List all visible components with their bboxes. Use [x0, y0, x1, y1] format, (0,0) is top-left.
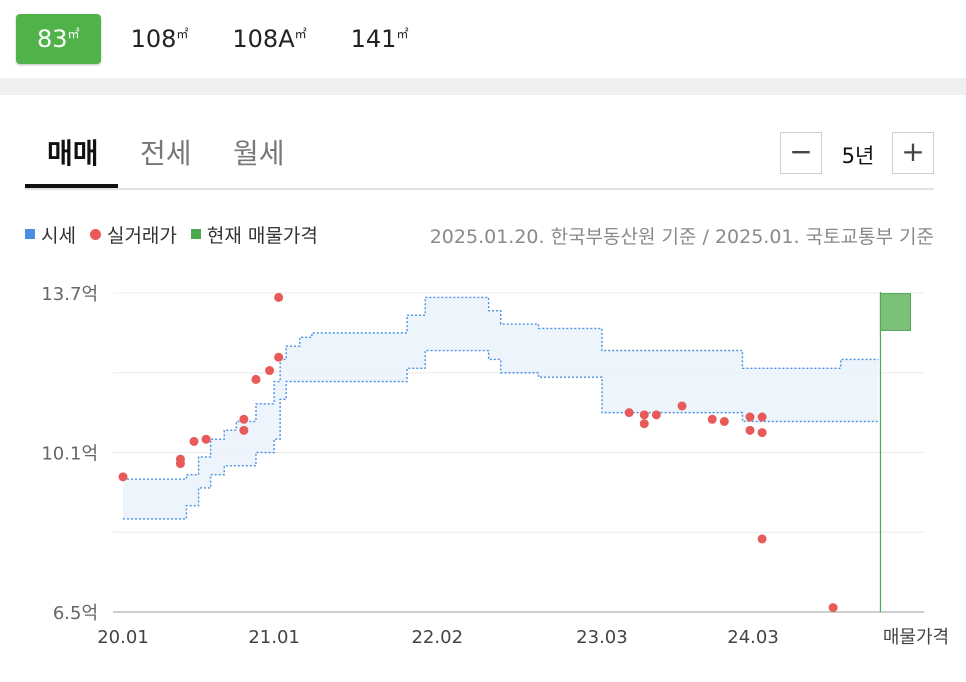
actual-point: [239, 425, 249, 435]
size-tab-unit: ㎡: [396, 27, 409, 41]
y-tick-label: 6.5억: [53, 603, 98, 624]
size-tab-label: 108: [130, 25, 177, 53]
actual-point: [118, 472, 128, 482]
size-tab-label: 83: [37, 25, 68, 53]
x-tick-label: 23.03: [576, 627, 628, 648]
sise-band: [123, 296, 879, 520]
period-selector: − 5년 +: [780, 132, 934, 174]
actual-point: [639, 410, 649, 420]
x-tick-label: 21.01: [248, 627, 300, 648]
actual-point: [757, 412, 767, 422]
actual-point: [274, 352, 284, 362]
sise-band-fill: [123, 297, 879, 519]
period-minus-button[interactable]: −: [780, 132, 822, 174]
actual-point: [677, 401, 687, 411]
size-tab-83[interactable]: 83㎡: [16, 14, 101, 64]
size-tab-108[interactable]: 108㎡: [131, 25, 189, 53]
actual-point: [274, 292, 284, 302]
tab-sale[interactable]: 매매: [47, 137, 99, 170]
current-listing: [879, 292, 911, 612]
period-label: 5년: [841, 144, 875, 168]
tab-jeonse[interactable]: 전세: [140, 137, 192, 170]
x-tick-label: 20.01: [97, 627, 149, 648]
size-tabs: 83㎡ 108㎡ 108A㎡ 141㎡: [0, 0, 966, 78]
size-tab-unit: ㎡: [176, 27, 189, 41]
x-axis-ticks: 20.01 21.01 22.02 23.03 24.03 매물가격: [97, 627, 949, 648]
legend-actual: 실거래가: [89, 221, 177, 248]
chart-legend: 시세 실거래가 현재 매물가격: [25, 221, 332, 248]
price-chart: 13.7억 10.1억 6.5억 20.01 21.01 22.02 23.03 24.03…: [41, 284, 949, 648]
size-tab-108a[interactable]: 108A㎡: [232, 25, 306, 53]
legend-current-label: 현재 매물가격: [206, 224, 318, 247]
actual-point: [651, 410, 661, 420]
sise-upper-line: [123, 296, 879, 480]
sise-swatch-icon: [25, 229, 35, 239]
deal-type-tabs: 매매 전세 월세: [25, 124, 934, 190]
actual-point: [251, 374, 261, 384]
x-tick-label: 24.03: [727, 627, 779, 648]
actual-dot-icon: [89, 228, 101, 240]
x-tick-label: 매물가격: [883, 627, 949, 648]
legend-current: 현재 매물가격: [190, 221, 318, 248]
actual-point: [201, 434, 211, 444]
size-tab-141[interactable]: 141㎡: [351, 25, 409, 53]
actual-point: [719, 416, 729, 426]
actual-point: [745, 425, 755, 435]
actual-point: [239, 414, 249, 424]
actual-point: [624, 408, 634, 418]
y-tick-label: 10.1억: [41, 444, 98, 465]
actual-point: [757, 534, 767, 544]
actual-point: [265, 366, 275, 376]
legend-actual-label: 실거래가: [106, 224, 177, 247]
size-tab-label: 141: [350, 25, 397, 53]
period-plus-button[interactable]: +: [892, 132, 934, 174]
actual-point: [757, 428, 767, 438]
actual-points: [118, 292, 838, 613]
tab-monthly-rent[interactable]: 월세: [233, 137, 285, 170]
legend-sise: 시세: [25, 221, 76, 248]
source-note: 2025.01.20. 한국부동산원 기준 / 2025.01. 국토교통부 기…: [429, 226, 934, 248]
actual-point: [189, 436, 199, 446]
current-listing-bar: [879, 293, 911, 331]
y-tick-label: 13.7억: [41, 284, 98, 305]
actual-point: [828, 603, 838, 613]
actual-point: [175, 454, 185, 464]
actual-point: [707, 414, 717, 424]
size-tab-unit: ㎡: [67, 27, 80, 41]
actual-point: [745, 412, 755, 422]
size-tab-unit: ㎡: [294, 27, 307, 41]
y-axis-ticks: 13.7억 10.1억 6.5억: [41, 284, 98, 624]
x-tick-label: 22.02: [411, 627, 463, 648]
size-tab-label: 108A: [232, 25, 295, 53]
active-tab-indicator: [25, 184, 118, 188]
section-divider: [0, 78, 966, 95]
current-swatch-icon: [190, 229, 201, 239]
actual-point: [639, 419, 649, 429]
legend-sise-label: 시세: [41, 224, 76, 247]
